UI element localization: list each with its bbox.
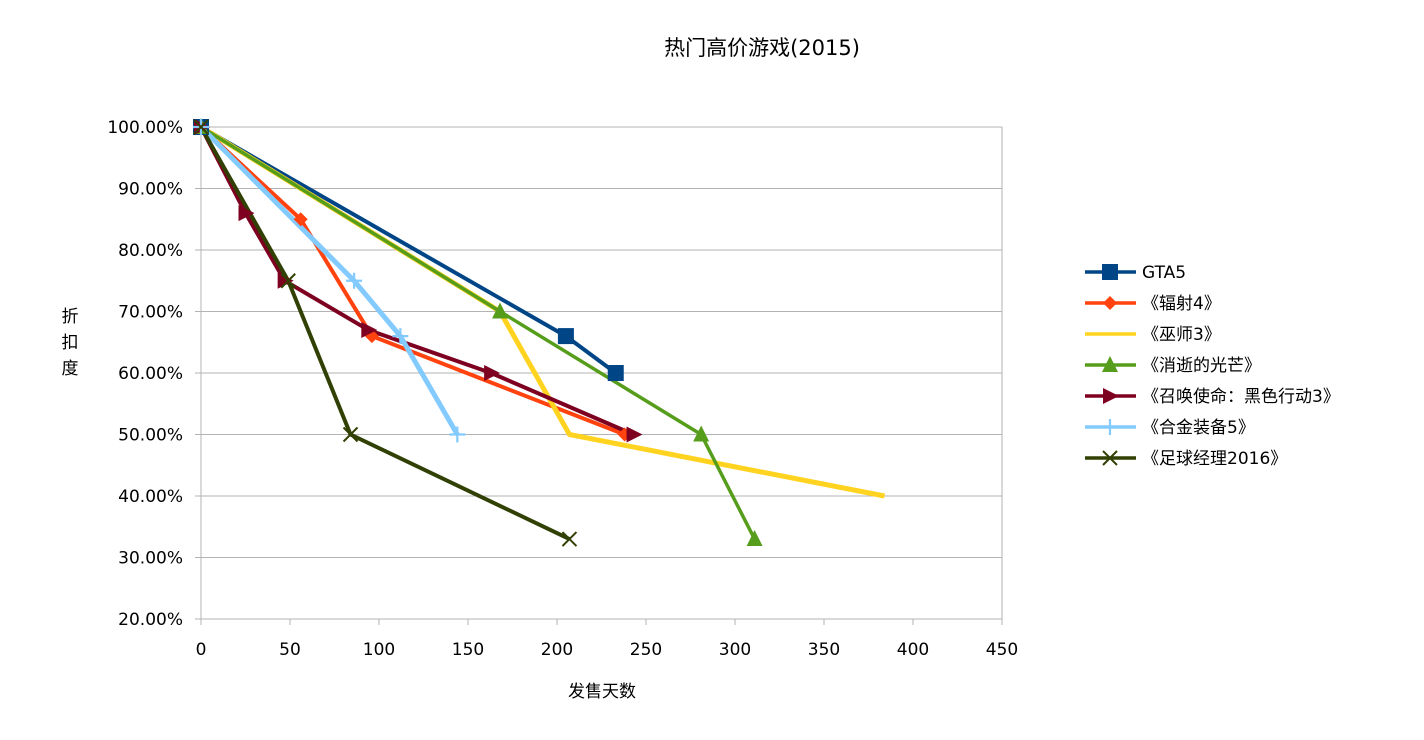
data-point-triangle-up xyxy=(492,302,509,319)
legend-item: 《消逝的光芒》 xyxy=(1085,356,1261,376)
x-tick-label: 0 xyxy=(196,640,207,660)
legend-swatch-marker xyxy=(1102,419,1118,435)
legend-swatch-marker xyxy=(1103,388,1119,404)
data-point-plus xyxy=(449,426,466,443)
x-tick-labels: 0 50 100 150 200 250 300 350 400 450 xyxy=(196,640,1019,660)
legend-label: 《召唤使命：黑色行动3》 xyxy=(1142,386,1340,407)
legend-label: 《合金装备5》 xyxy=(1142,418,1255,438)
legend-item: GTA5 xyxy=(1085,263,1186,283)
y-tick-labels: 20.00% 30.00% 40.00% 50.00% 60.00% 70.00% 80.0… xyxy=(107,118,183,630)
plot-frame xyxy=(200,126,1003,620)
y-tick-label: 40.00% xyxy=(118,487,183,507)
legend-label: GTA5 xyxy=(1142,263,1186,283)
y-tick-label: 80.00% xyxy=(118,241,183,261)
chart-title: 热门高价游戏(2015) xyxy=(664,36,860,60)
x-tick-label: 200 xyxy=(541,640,573,660)
x-tick-label: 400 xyxy=(897,640,929,660)
series-markers xyxy=(193,118,763,547)
legend-item: 《合金装备5》 xyxy=(1085,418,1255,438)
y-tick-label: 100.00% xyxy=(107,118,183,138)
x-tick-label: 150 xyxy=(452,640,484,660)
series-line xyxy=(199,125,626,437)
legend-label: 《足球经理2016》 xyxy=(1142,449,1287,469)
data-point-triangle-right xyxy=(361,321,378,338)
y-tick-label: 60.00% xyxy=(118,364,183,384)
series-line xyxy=(199,126,635,437)
data-point-x xyxy=(561,531,578,547)
data-point-x xyxy=(342,426,359,443)
legend-label: 《消逝的光芒》 xyxy=(1142,356,1261,376)
legend-item: 《巫师3》 xyxy=(1085,325,1221,345)
axes xyxy=(195,126,1003,625)
legend-swatch-marker xyxy=(1103,296,1117,310)
data-point-x xyxy=(280,273,296,289)
data-point-square xyxy=(557,328,574,345)
legend-label: 《巫师3》 xyxy=(1142,325,1221,345)
data-point-diamond xyxy=(293,212,308,227)
y-tick-label: 30.00% xyxy=(118,549,183,569)
x-tick-label: 450 xyxy=(986,640,1018,660)
x-tick-label: 300 xyxy=(719,640,751,660)
legend-swatch-marker xyxy=(1102,264,1118,280)
x-axis-label: 发售天数 xyxy=(568,682,636,702)
legend-item: 《辐射4》 xyxy=(1085,294,1221,314)
data-point-triangle-right xyxy=(626,426,643,443)
y-tick-label: 70.00% xyxy=(118,303,183,323)
data-point-triangle-up xyxy=(693,425,710,442)
legend-item: 《足球经理2016》 xyxy=(1085,449,1287,469)
legend-swatch-marker xyxy=(1102,356,1118,372)
y-tick-label: 50.00% xyxy=(118,426,183,446)
series-line xyxy=(199,125,460,436)
x-tick-label: 100 xyxy=(363,640,395,660)
series-line xyxy=(200,125,757,540)
legend-swatch-marker xyxy=(1102,450,1118,466)
data-point-triangle-right xyxy=(238,205,255,222)
data-point-triangle-right xyxy=(277,272,294,289)
data-point-triangle-right xyxy=(484,365,501,381)
x-tick-label: 50 xyxy=(279,640,301,660)
y-tick-label: 20.00% xyxy=(118,610,183,630)
legend: GTA5 《辐射4》《巫师3》《消逝的光芒》《召唤使命：黑色行动3》《合金装备5》… xyxy=(1085,263,1340,469)
y-tick-label: 90.00% xyxy=(118,180,183,200)
data-point-plus xyxy=(346,272,363,289)
legend-item: 《召唤使命：黑色行动3》 xyxy=(1085,386,1340,407)
data-point-plus xyxy=(392,328,409,345)
x-tick-label: 250 xyxy=(630,640,662,660)
y-axis-label: 折扣度 xyxy=(62,307,79,379)
data-point-triangle-up xyxy=(746,530,763,547)
x-tick-label: 350 xyxy=(808,640,840,660)
series-line xyxy=(199,126,571,541)
data-point-x xyxy=(193,119,209,135)
data-point-square xyxy=(607,365,624,381)
series-lines xyxy=(199,124,885,541)
legend-label: 《辐射4》 xyxy=(1142,294,1221,314)
